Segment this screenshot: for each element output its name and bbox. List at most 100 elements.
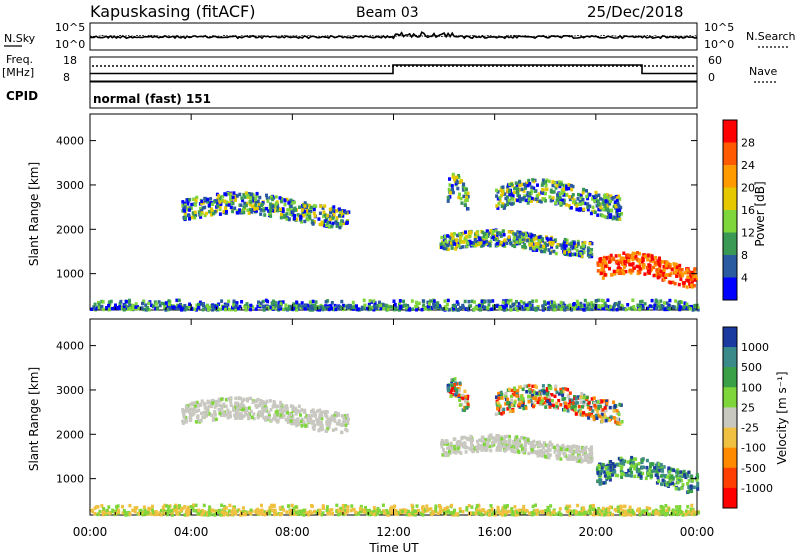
- range-cell: [486, 306, 490, 310]
- range-cell: [569, 245, 573, 249]
- range-cell: [601, 276, 605, 280]
- range-cell: [388, 509, 392, 513]
- range-cell: [107, 303, 111, 308]
- range-cell: [612, 409, 616, 413]
- range-cell: [568, 303, 572, 308]
- range-cell: [566, 304, 570, 309]
- range-cell: [570, 308, 574, 312]
- range-cell: [559, 300, 563, 305]
- range-cell: [596, 298, 600, 303]
- range-cell: [683, 301, 687, 305]
- range-cell: [137, 511, 141, 516]
- range-cell: [620, 303, 624, 308]
- range-cell: [97, 302, 101, 307]
- range-cell: [158, 303, 162, 308]
- range-cell: [325, 213, 329, 218]
- range-cell: [583, 298, 587, 303]
- range-cell: [574, 243, 578, 248]
- range-cell: [511, 194, 515, 198]
- range-cell: [461, 188, 465, 192]
- range-cell: [257, 404, 261, 408]
- range-cell: [381, 303, 385, 307]
- range-cell: [181, 200, 185, 204]
- range-cell: [414, 300, 418, 305]
- range-cell: [177, 512, 181, 516]
- range-cell: [553, 394, 557, 398]
- range-cell: [508, 405, 512, 409]
- range-cell: [678, 263, 682, 268]
- range-cell: [524, 447, 527, 452]
- range-cell: [251, 305, 255, 309]
- range-cell: [303, 204, 307, 208]
- range-cell: [462, 441, 466, 446]
- range-cell: [508, 409, 512, 414]
- range-cell: [520, 187, 524, 192]
- range-cell: [551, 183, 555, 188]
- range-cell: [258, 205, 261, 209]
- range-cell: [636, 269, 640, 274]
- range-cell: [457, 174, 460, 178]
- range-cell: [469, 241, 473, 245]
- range-cell: [440, 444, 444, 449]
- range-cell: [618, 402, 622, 407]
- range-cell: [602, 481, 606, 485]
- range-cell: [534, 245, 538, 250]
- range-cell: [577, 409, 581, 414]
- range-cell: [530, 233, 534, 237]
- range-cell: [221, 194, 225, 199]
- range-cell: [677, 303, 681, 307]
- range-cell: [581, 449, 584, 453]
- range-cell: [454, 451, 458, 455]
- range-cell: [560, 191, 564, 196]
- range-cell: [312, 204, 316, 208]
- range-cell: [648, 267, 652, 271]
- date-title: 25/Dec/2018: [587, 3, 683, 21]
- range-cell: [542, 446, 545, 450]
- range-cell: [638, 267, 642, 271]
- range-cell: [243, 511, 247, 515]
- range-cell: [465, 436, 469, 441]
- range-cell: [235, 194, 239, 198]
- range-cell: [133, 506, 137, 510]
- range-cell: [530, 448, 534, 452]
- range-cell: [668, 477, 672, 481]
- range-cell: [548, 405, 552, 409]
- range-cell: [576, 302, 580, 306]
- range-cell: [452, 240, 456, 244]
- range-cell: [681, 483, 685, 487]
- freq-left-tick-top: 18: [63, 54, 77, 67]
- range-cell: [556, 193, 559, 197]
- range-cell: [582, 250, 586, 255]
- range-cell: [374, 509, 378, 513]
- range-cell: [568, 195, 572, 199]
- range-cell: [328, 512, 331, 516]
- range-cell: [548, 241, 552, 245]
- range-cell: [451, 378, 455, 382]
- range-cell: [466, 306, 470, 311]
- range-cell: [670, 474, 674, 478]
- range-cell: [331, 511, 334, 516]
- range-cell: [316, 421, 320, 425]
- range-cell: [220, 407, 224, 411]
- range-cell: [511, 449, 515, 454]
- range-cell: [143, 511, 147, 515]
- range-cell: [490, 307, 494, 311]
- range-cell: [687, 470, 691, 475]
- range-cell: [636, 303, 640, 307]
- range-cell: [530, 442, 534, 447]
- range-cell: [400, 509, 404, 514]
- range-cell: [657, 258, 661, 262]
- range-cell: [455, 388, 459, 392]
- range-cell: [450, 246, 454, 250]
- range-cell: [246, 193, 250, 198]
- range-cell: [283, 198, 287, 203]
- range-cell: [668, 265, 672, 270]
- range-cell: [510, 444, 514, 449]
- range-cell: [573, 404, 577, 409]
- range-cell: [672, 512, 676, 516]
- range-cell: [295, 300, 299, 304]
- range-cell: [583, 452, 587, 457]
- range-cell: [393, 504, 397, 508]
- range-cell: [632, 266, 636, 270]
